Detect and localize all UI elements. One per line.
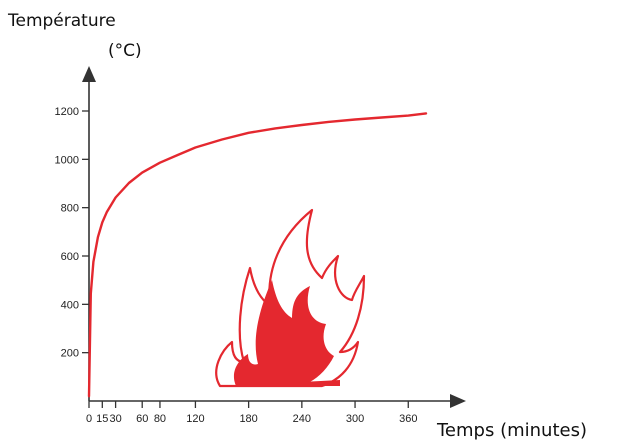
y-tick-label: 1000 xyxy=(55,154,79,166)
x-tick-label: 120 xyxy=(186,413,204,425)
y-tick-label: 800 xyxy=(61,203,79,215)
y-axis-arrow-icon xyxy=(82,66,96,82)
y-tick-label: 1200 xyxy=(55,106,79,118)
x-tick-label: 15 xyxy=(96,413,108,425)
x-ticks: 0 15 30 60 80 120 180 240 300 360 xyxy=(86,401,417,425)
x-tick-label: 360 xyxy=(399,413,417,425)
x-tick-label: 180 xyxy=(239,413,257,425)
x-axis-title: Temps (minutes) xyxy=(436,420,587,441)
x-axis-arrow-icon xyxy=(450,394,466,408)
x-tick-label: 240 xyxy=(293,413,311,425)
x-tick-label: 300 xyxy=(346,413,364,425)
x-tick-label: 80 xyxy=(154,413,166,425)
temperature-curve xyxy=(87,112,428,398)
y-tick-label: 200 xyxy=(61,348,79,360)
x-tick-label: 30 xyxy=(109,413,121,425)
y-axis-title-line2: (°C) xyxy=(108,41,142,61)
x-tick-label: 0 xyxy=(86,413,92,425)
y-tick-label: 400 xyxy=(61,299,79,311)
y-ticks: 200 400 600 800 1000 1200 xyxy=(55,106,89,360)
x-tick-label: 60 xyxy=(136,413,148,425)
y-tick-label: 600 xyxy=(61,251,79,263)
flame-icon xyxy=(215,208,366,388)
y-axis-title-line1: Température xyxy=(7,11,116,31)
